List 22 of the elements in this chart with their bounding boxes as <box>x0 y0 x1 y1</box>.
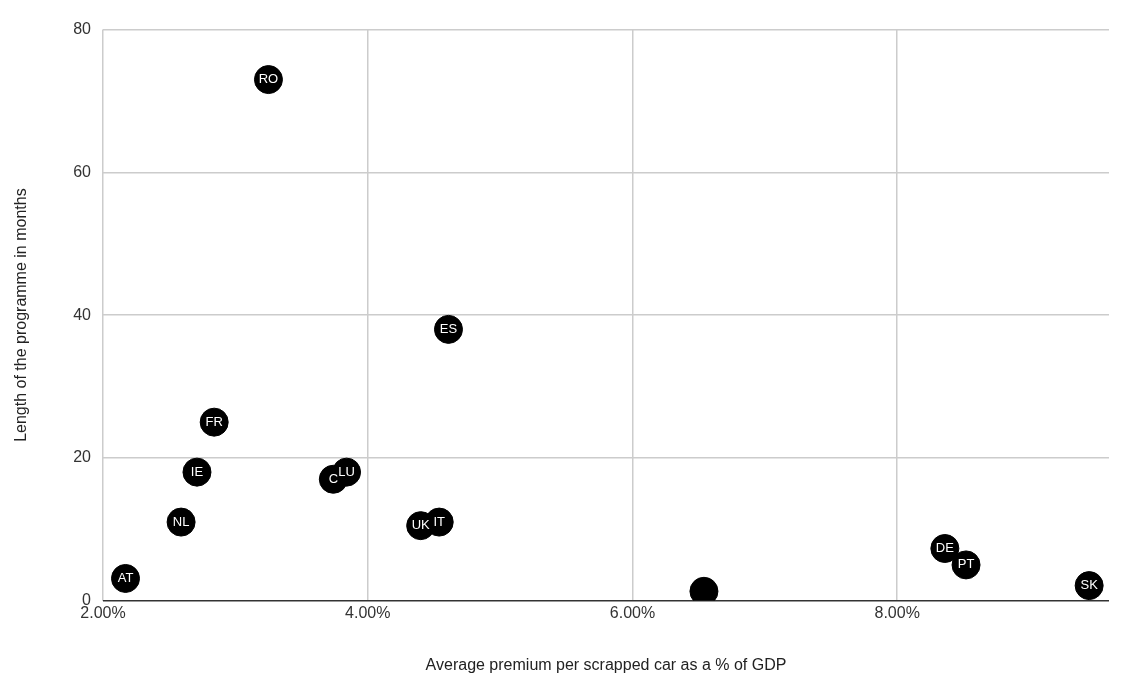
data-label: UK <box>411 517 431 533</box>
data-label: SK <box>1080 577 1099 593</box>
data-label: AT <box>117 570 134 586</box>
x-tick-label: 4.00% <box>345 603 391 621</box>
data-label: NL <box>172 513 190 529</box>
data-label: RO <box>258 71 279 87</box>
y-tick-label: 80 <box>73 20 92 38</box>
x-tick-label: 8.00% <box>874 603 920 621</box>
data-label: IE <box>190 463 204 479</box>
data-label: IT <box>433 513 446 529</box>
data-label: ES <box>439 320 458 336</box>
y-tick-label: 20 <box>73 448 92 466</box>
data-label: PT <box>957 556 975 572</box>
y-tick-label: 60 <box>73 162 92 180</box>
data-label: FR <box>205 413 223 429</box>
y-tick-label: 40 <box>73 305 92 323</box>
data-label: C <box>328 470 339 486</box>
y-axis-title: Length of the programme in months <box>12 188 30 442</box>
data-label: LU <box>338 463 355 479</box>
x-tick-label: 6.00% <box>609 603 656 621</box>
data-label: DE <box>935 540 955 556</box>
x-axis-title: Average premium per scrapped car as a % of GDP <box>425 655 787 673</box>
